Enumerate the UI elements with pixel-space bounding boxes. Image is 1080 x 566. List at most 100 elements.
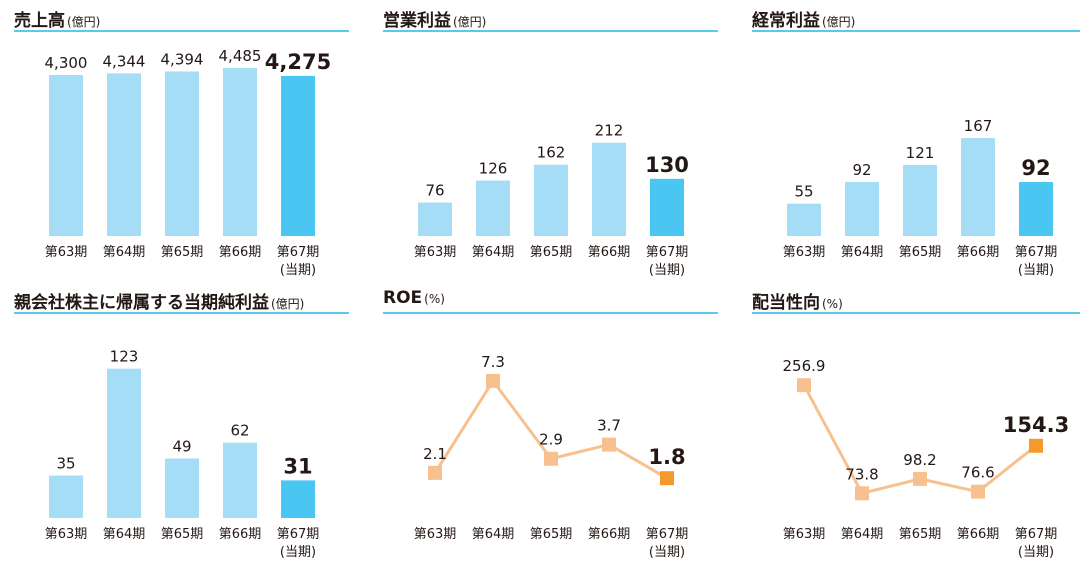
category-label: 第64期 — [841, 527, 884, 542]
panel-operating-income: 営業利益 (億円) 76 126 162 212 130 第63期 第64期 第65期 第66期… — [383, 4, 718, 284]
panel-ordinary-income: 経常利益 (億円) 55 92 121 167 92 第63期 第64期 第65期 第66期 第6… — [752, 4, 1080, 284]
roe-line-chart: 2.1 7.3 2.9 3.7 1.8 第63期 第64期 第65期 第66期 第67期 (当期) — [414, 353, 689, 560]
operating-income-bar-chart: 76 126 162 212 130 第63期 第64期 第65期 第66期 第67期 (当期) — [414, 122, 689, 278]
data-label: 126 — [479, 160, 508, 178]
data-label: 154.3 — [1003, 413, 1069, 437]
category-label: 第63期 — [45, 245, 88, 260]
data-label: 4,275 — [265, 50, 331, 74]
category-label: 第67期 — [277, 245, 320, 260]
category-label: 第63期 — [783, 245, 826, 260]
current-period-label: (当期) — [280, 263, 316, 278]
data-label: 123 — [110, 348, 139, 366]
bar — [165, 458, 199, 518]
bar — [281, 480, 315, 518]
net-income-bar-chart: 35 123 49 62 31 第63期 第64期 第65期 第66期 第67期 (当期) — [45, 348, 320, 560]
bar — [787, 203, 821, 236]
category-label: 第64期 — [472, 245, 515, 260]
chart-unit: (億円) — [67, 15, 101, 29]
category-label: 第63期 — [414, 527, 457, 542]
bar — [107, 73, 141, 237]
data-label: 4,394 — [161, 50, 204, 68]
current-period-label: (当期) — [1018, 263, 1054, 278]
panel-roe: ROE (%) 2.1 7.3 2.9 3.7 1.8 第63期 第64期 第65期 第66期第… — [383, 286, 718, 566]
category-label: 第65期 — [899, 245, 942, 260]
bar — [49, 475, 83, 518]
data-point — [913, 471, 927, 486]
category-label: 第67期 — [277, 527, 320, 542]
chart-title: 親会社株主に帰属する当期純利益 — [14, 293, 269, 313]
category-label: 第65期 — [899, 527, 942, 542]
category-label: 第67期 — [1015, 245, 1058, 260]
data-label: 76 — [425, 182, 444, 200]
category-label: 第64期 — [841, 245, 884, 260]
category-label: 第66期 — [957, 527, 1000, 542]
data-label: 212 — [595, 122, 624, 140]
bar — [650, 178, 684, 236]
data-label: 76.6 — [961, 464, 994, 482]
panel-title: 経常利益 (億円) — [752, 4, 1080, 32]
bar — [223, 68, 257, 237]
category-label: 第67期 — [646, 245, 689, 260]
data-point — [544, 451, 558, 466]
chart-title: 経常利益 — [752, 11, 820, 31]
category-label: 第66期 — [588, 245, 631, 260]
category-label: 第63期 — [45, 527, 88, 542]
category-label: 第67期 — [646, 527, 689, 542]
panel-title: ROE (%) — [383, 286, 718, 314]
bar — [534, 164, 568, 236]
data-label: 55 — [794, 183, 813, 201]
category-label: 第67期 — [1015, 527, 1058, 542]
data-label: 7.3 — [481, 353, 505, 371]
data-label: 2.9 — [539, 431, 563, 449]
data-point — [855, 486, 869, 501]
current-period-label: (当期) — [1018, 545, 1054, 560]
data-point — [1029, 438, 1043, 453]
data-label: 1.8 — [648, 445, 685, 469]
panel-payout-ratio: 配当性向 (%) 256.9 73.8 98.2 76.6 154.3 第63期 第64期第… — [752, 286, 1080, 566]
bar — [418, 202, 452, 236]
data-label: 4,485 — [219, 47, 262, 65]
current-period-label: (当期) — [649, 263, 685, 278]
data-label: 62 — [230, 422, 249, 440]
data-label: 31 — [283, 454, 312, 478]
current-period-label: (当期) — [280, 545, 316, 560]
data-point — [602, 437, 616, 452]
category-label: 第65期 — [161, 527, 204, 542]
bar — [49, 74, 83, 236]
bar — [281, 75, 315, 237]
data-label: 130 — [645, 153, 689, 177]
chart-unit: (億円) — [453, 15, 487, 29]
category-label: 第66期 — [957, 245, 1000, 260]
data-label: 162 — [537, 144, 566, 162]
payout-ratio-line-chart: 256.9 73.8 98.2 76.6 154.3 第63期 第64期 第65期 第66期 第6… — [783, 357, 1070, 560]
bar — [223, 442, 257, 518]
data-label: 98.2 — [903, 451, 936, 469]
bar — [476, 180, 510, 236]
data-label: 2.1 — [423, 445, 447, 463]
data-label: 121 — [906, 144, 935, 162]
data-label: 92 — [1021, 156, 1050, 180]
category-label: 第63期 — [783, 527, 826, 542]
panel-sales: 売上高 (億円) 4,300 4,344 4,394 4,485 4,275 第63期 第6… — [14, 4, 349, 284]
category-label: 第63期 — [414, 245, 457, 260]
bar — [165, 71, 199, 236]
data-label: 4,300 — [45, 54, 88, 72]
category-label: 第65期 — [161, 245, 204, 260]
sales-bar-chart: 4,300 4,344 4,394 4,485 4,275 第63期 第64期 第65期 第66… — [45, 47, 332, 278]
data-point — [486, 373, 500, 388]
chart-unit: (億円) — [822, 15, 856, 29]
category-label: 第64期 — [103, 527, 146, 542]
category-label: 第66期 — [588, 527, 631, 542]
data-label: 73.8 — [845, 465, 878, 483]
data-label: 256.9 — [783, 357, 826, 375]
chart-title: 売上高 — [14, 11, 65, 31]
bar — [961, 138, 995, 236]
data-label: 92 — [852, 161, 871, 179]
data-label: 49 — [172, 438, 191, 456]
panel-title: 売上高 (億円) — [14, 4, 349, 32]
data-point — [660, 471, 674, 486]
data-point — [971, 484, 985, 499]
data-label: 35 — [56, 455, 75, 473]
chart-unit: (億円) — [271, 297, 305, 311]
chart-unit: (%) — [822, 297, 843, 311]
